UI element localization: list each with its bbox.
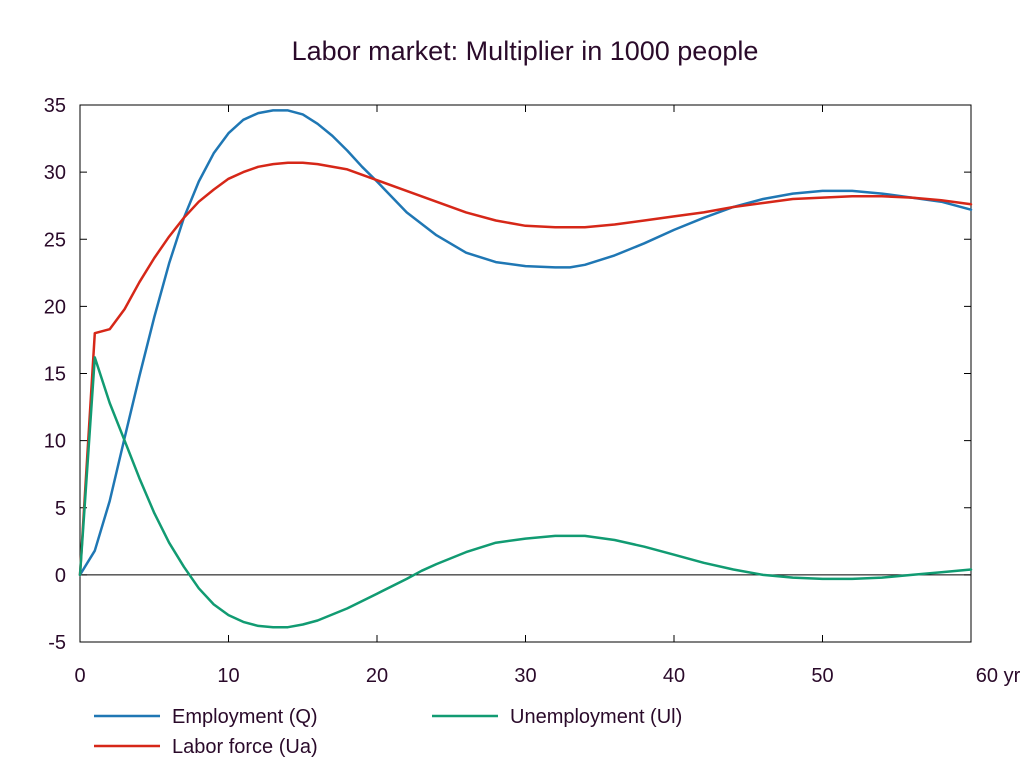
y-tick-label: 30 (44, 162, 66, 184)
x-tick-label: 10 (217, 665, 239, 687)
x-tick-label: 50 (811, 665, 833, 687)
x-tick-label: 60 yr (976, 665, 1021, 687)
legend-label-employment-q: Employment (Q) (172, 706, 318, 728)
y-tick-label: 0 (55, 565, 66, 587)
plot-frame (79, 104, 972, 643)
series-line-employment-q (78, 109, 973, 577)
x-tick-label: 20 (366, 665, 388, 687)
axes: -5 0 5 10 15 20 25 30 35 0 10 20 30 40 50 60 yr (44, 95, 1021, 687)
y-tick-label: 25 (44, 229, 66, 251)
series-line-labor-force-ua (78, 161, 973, 577)
x-tick-label: 30 (514, 665, 536, 687)
y-tick-label: 5 (55, 498, 66, 520)
legend: Employment (Q) Labor force (Ua) Unemployme… (94, 706, 682, 758)
y-tick-label: 15 (44, 364, 66, 386)
y-tick-label: -5 (48, 632, 66, 654)
series-line-unemployment-ul (78, 356, 973, 629)
legend-label-unemployment-ul: Unemployment (Ul) (510, 706, 682, 728)
y-tick-label: 20 (44, 296, 66, 318)
x-tick-label: 40 (663, 665, 685, 687)
legend-label-labor-force-ua: Labor force (Ua) (172, 736, 318, 758)
series-lines (78, 109, 973, 629)
y-tick-label: 35 (44, 95, 66, 117)
x-tick-label: 0 (74, 665, 85, 687)
y-tick-label: 10 (44, 431, 66, 453)
chart-title: Labor market: Multiplier in 1000 people (292, 36, 759, 66)
